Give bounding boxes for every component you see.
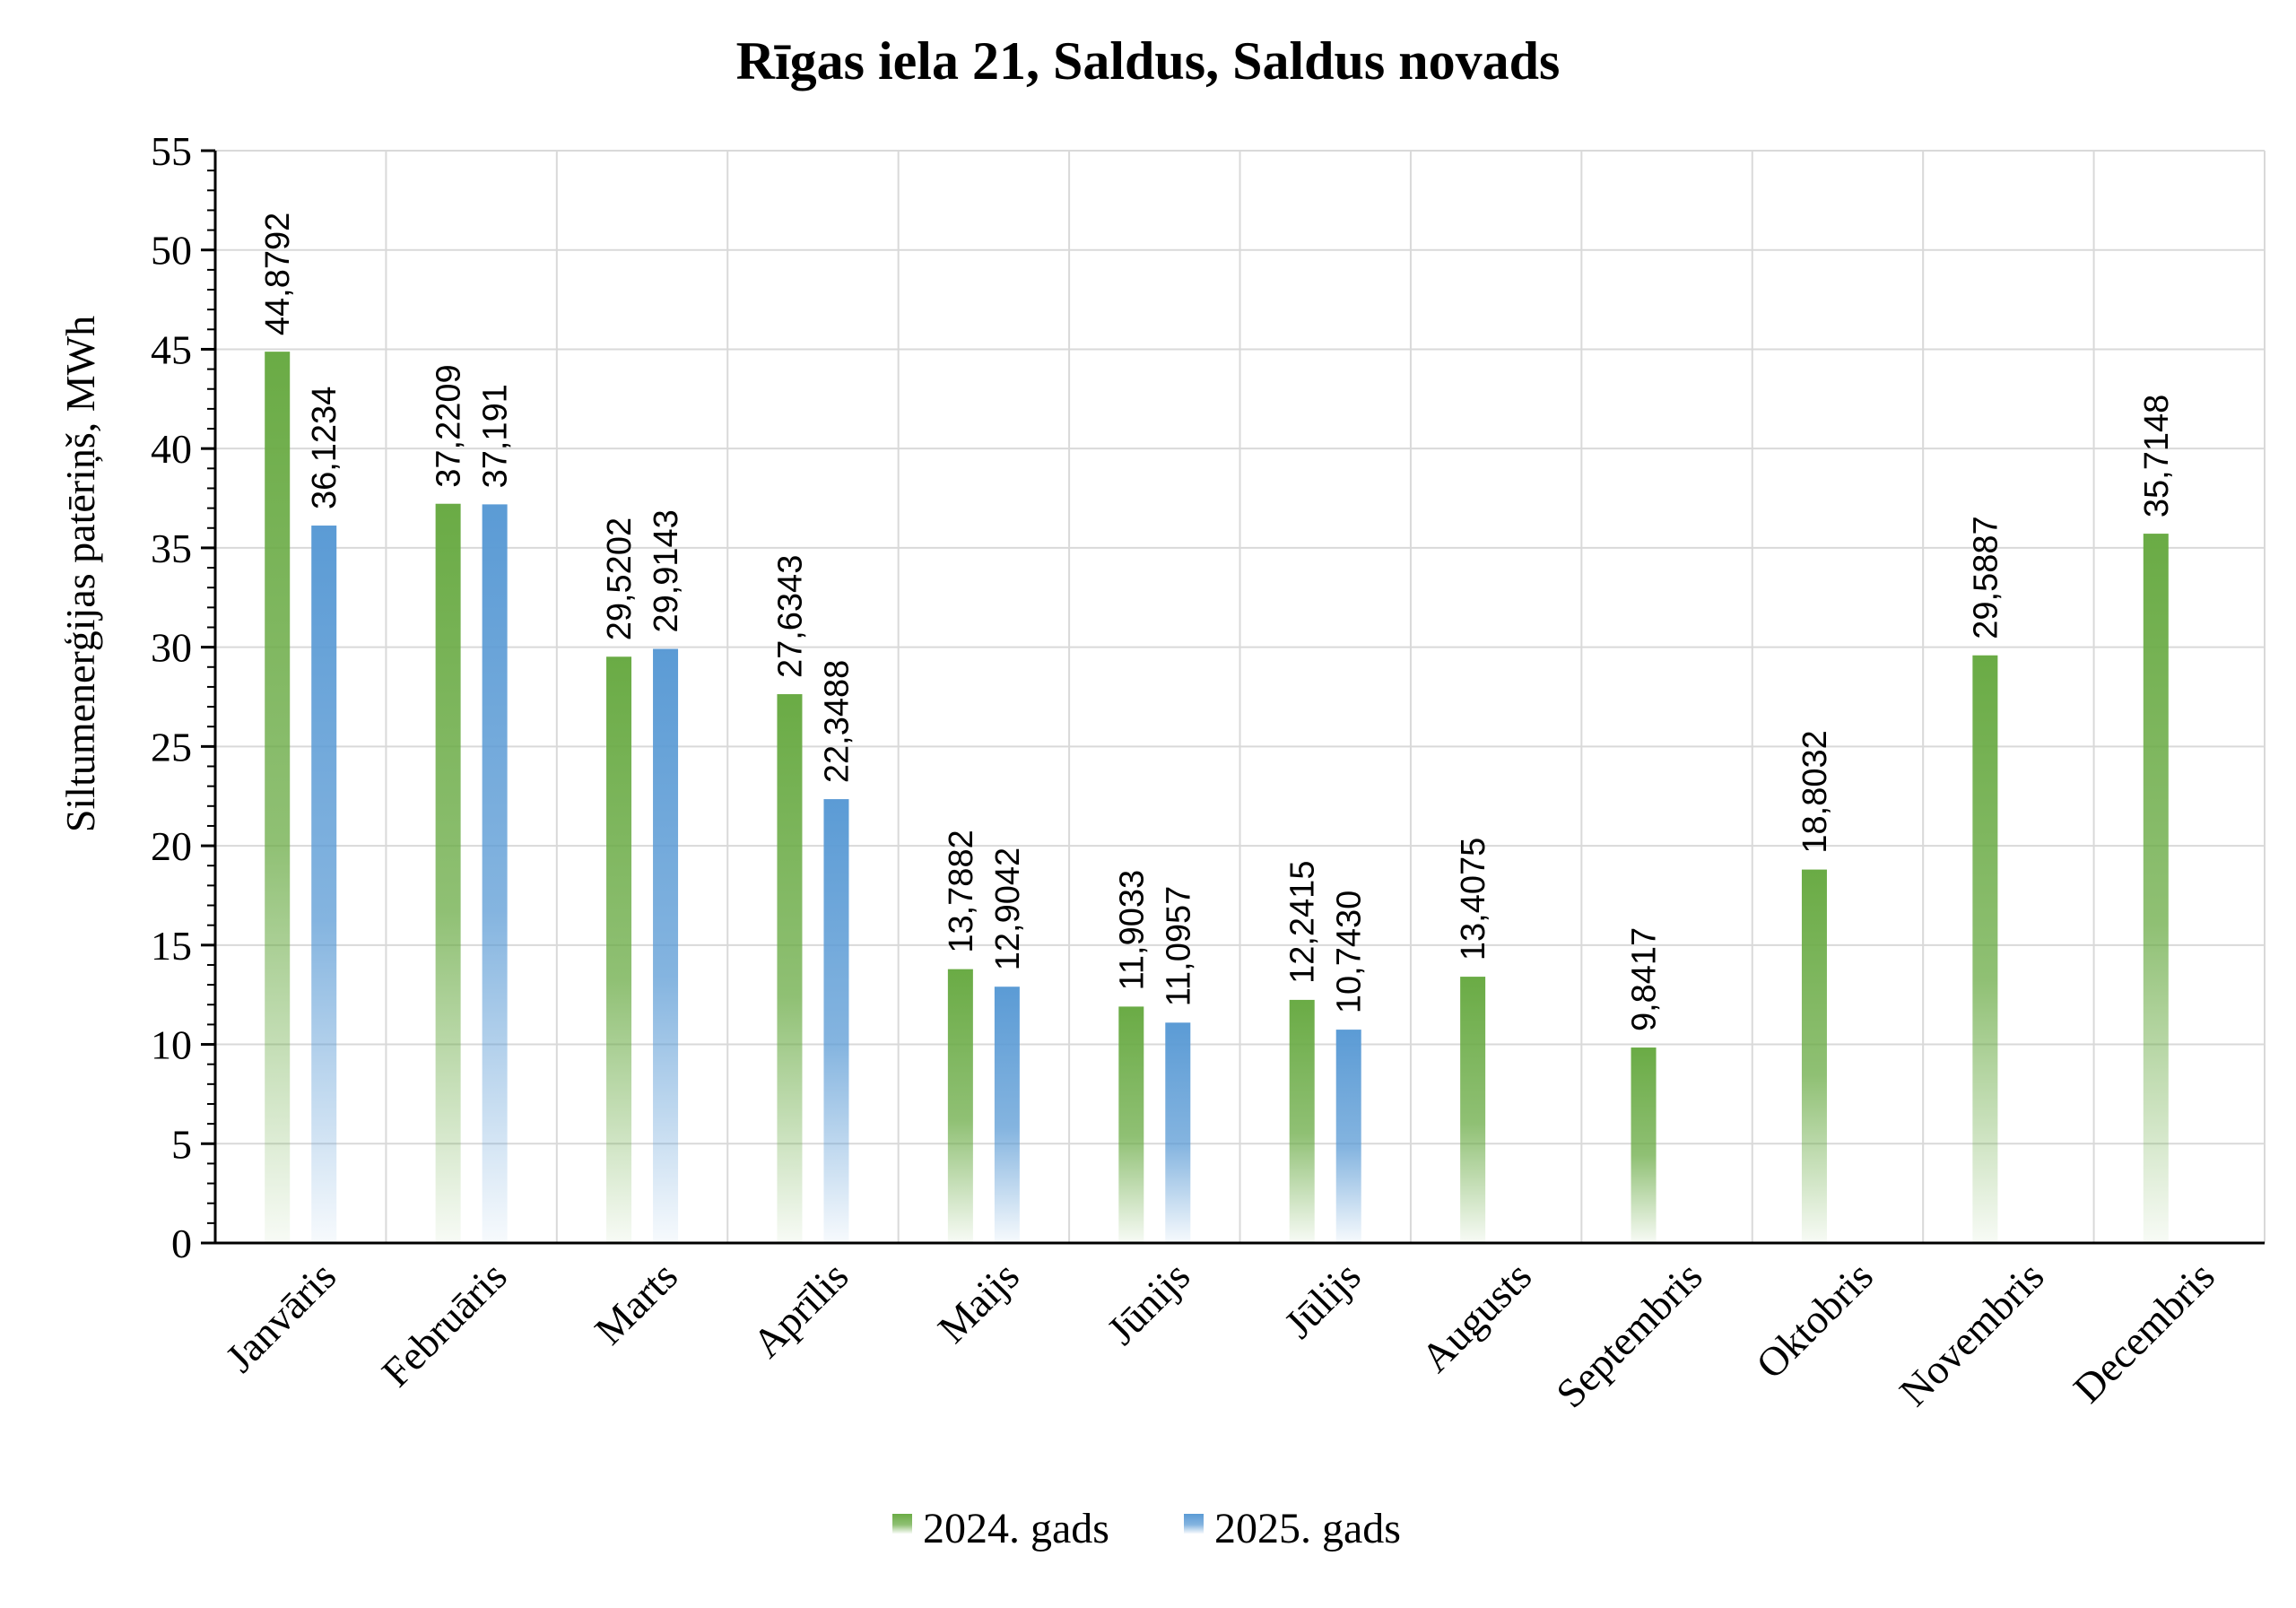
bar-series1 xyxy=(1972,655,1998,1243)
data-label: 10,7430 xyxy=(1331,891,1369,1013)
bar-series1 xyxy=(2143,534,2169,1243)
x-tick-label: Decembris xyxy=(2065,1253,2223,1412)
data-label: 18,8032 xyxy=(1796,730,1834,853)
x-tick-label: Februāris xyxy=(373,1253,516,1395)
bar-series1 xyxy=(1460,977,1486,1243)
data-label: 27,6343 xyxy=(771,555,809,678)
bar-series1 xyxy=(606,656,632,1243)
data-label: 36,1234 xyxy=(306,387,344,509)
data-label: 12,2415 xyxy=(1284,861,1322,984)
bar-series2 xyxy=(823,799,849,1243)
legend-label: 2024. gads xyxy=(923,1505,1109,1552)
y-tick-label: 0 xyxy=(171,1221,192,1266)
bar-series1 xyxy=(435,503,461,1243)
bar-series1 xyxy=(265,352,291,1243)
data-label: 11,9033 xyxy=(1113,870,1151,991)
data-label: 12,9042 xyxy=(989,847,1027,970)
x-tick-label: Marts xyxy=(586,1253,686,1353)
bar-series2 xyxy=(1165,1022,1191,1243)
x-tick-label: Novembris xyxy=(1891,1253,2053,1415)
y-tick-label: 45 xyxy=(151,326,192,372)
bar-series1 xyxy=(1631,1047,1657,1243)
x-tick-label: Maijs xyxy=(929,1253,1028,1352)
y-axis-label: Siltumenerģijas patēriņš, MWh xyxy=(57,316,103,832)
legend-swatch xyxy=(892,1514,912,1534)
data-label: 11,0957 xyxy=(1160,886,1197,1007)
data-label: 29,5887 xyxy=(1967,516,2005,639)
y-tick-label: 40 xyxy=(151,426,192,472)
y-tick-label: 35 xyxy=(151,526,192,571)
bars xyxy=(265,352,2169,1243)
data-label: 29,9143 xyxy=(648,509,685,632)
data-label: 37,191 xyxy=(477,384,515,488)
grid-lines xyxy=(215,150,2266,1243)
x-tick-label: Janvāris xyxy=(217,1253,345,1381)
data-label: 29,5202 xyxy=(601,517,639,640)
bar-series1 xyxy=(777,694,803,1243)
x-tick-label: Jūnijs xyxy=(1098,1253,1198,1353)
bar-series1 xyxy=(1118,1006,1144,1243)
axes xyxy=(201,149,2265,1245)
y-tick-label: 50 xyxy=(151,228,192,274)
y-tick-label: 30 xyxy=(151,625,192,671)
x-tick-label: Septembris xyxy=(1547,1253,1710,1416)
legend: 2024. gads 2025. gads xyxy=(892,1505,1401,1552)
bar-series2 xyxy=(1335,1030,1361,1243)
chart-title: Rīgas iela 21, Saldus, Saldus novads xyxy=(736,31,1561,91)
y-tick-label: 10 xyxy=(151,1022,192,1068)
x-tick-label: Aprīlis xyxy=(744,1253,857,1366)
y-tick-label: 20 xyxy=(151,823,192,869)
x-tick-label: Augusts xyxy=(1412,1253,1540,1381)
data-label: 13,4075 xyxy=(1455,838,1492,960)
y-tick-label: 15 xyxy=(151,923,192,969)
bar-series2 xyxy=(311,526,337,1243)
x-tick-label: Oktobris xyxy=(1747,1253,1882,1387)
y-tick-label: 5 xyxy=(171,1121,192,1167)
x-tick-label: Jūlijs xyxy=(1275,1253,1370,1347)
data-label: 13,7882 xyxy=(943,830,980,952)
bar-series1 xyxy=(947,969,973,1243)
data-label: 44,8792 xyxy=(259,213,297,335)
y-tick-label: 25 xyxy=(151,724,192,769)
data-label: 35,7148 xyxy=(2138,395,2176,517)
legend-swatch xyxy=(1184,1514,1204,1534)
bar-series2 xyxy=(482,504,508,1243)
bar-series2 xyxy=(994,987,1020,1243)
bar-series2 xyxy=(653,648,679,1243)
data-label: 22,3488 xyxy=(818,660,856,783)
data-label: 9,8417 xyxy=(1626,927,1664,1031)
bar-series1 xyxy=(1289,999,1315,1243)
data-label: 37,2209 xyxy=(430,364,468,487)
legend-label: 2025. gads xyxy=(1214,1505,1401,1552)
y-tick-label: 55 xyxy=(151,128,192,174)
bar-series1 xyxy=(1801,869,1827,1243)
